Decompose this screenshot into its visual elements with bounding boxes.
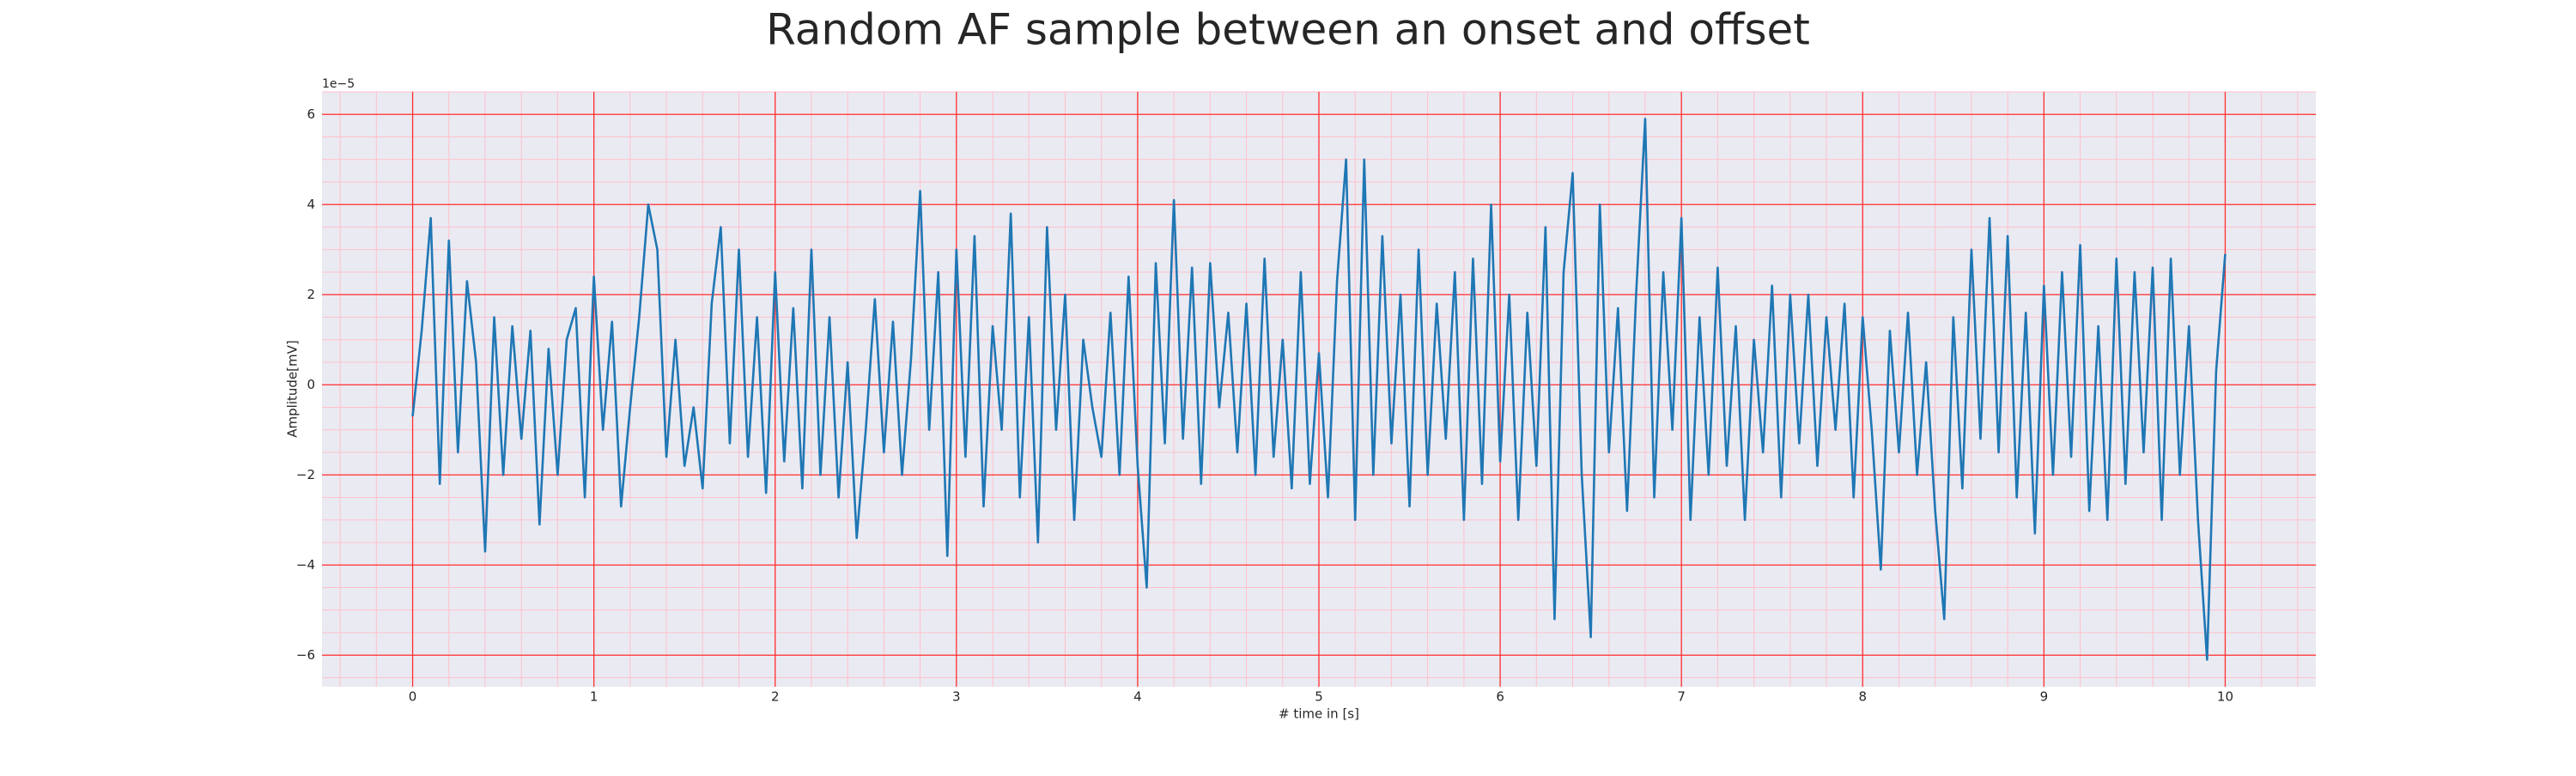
x-tick-label: 5 <box>1315 689 1323 705</box>
y-tick-label: −6 <box>296 647 315 663</box>
x-tick-label: 8 <box>1858 689 1867 705</box>
signal-line <box>411 118 2227 661</box>
offset-label: 1e−5 <box>322 77 355 91</box>
chart-title: Random AF sample between an onset and of… <box>766 5 1810 55</box>
x-tick-label: 6 <box>1496 689 1504 705</box>
y-axis-label: Amplitude[mV] <box>285 340 301 437</box>
y-tick-label: −4 <box>296 557 315 573</box>
x-tick-label: 3 <box>952 689 961 705</box>
x-tick-label: 0 <box>409 689 417 705</box>
x-tick-label: 4 <box>1133 689 1142 705</box>
x-tick-label: 9 <box>2040 689 2049 705</box>
y-tick-label: 2 <box>307 287 315 302</box>
x-tick-label: 7 <box>1677 689 1686 705</box>
x-tick-label: 10 <box>2217 689 2233 705</box>
y-tick-label: −2 <box>296 467 315 482</box>
y-tick-label: 4 <box>307 197 315 212</box>
x-tick-label: 2 <box>771 689 780 705</box>
y-tick-label: 6 <box>307 106 315 122</box>
x-axis-label: # time in [s] <box>1279 706 1359 722</box>
y-tick-label: 0 <box>307 377 315 392</box>
x-tick-label: 1 <box>590 689 598 705</box>
